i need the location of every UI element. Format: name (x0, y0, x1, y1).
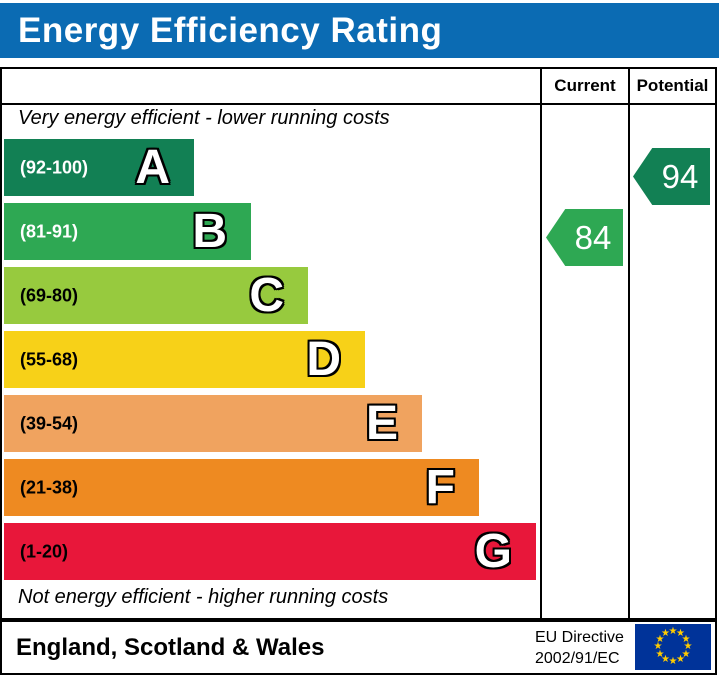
column-header-potential: Potential (636, 76, 709, 95)
column-header-current: Current (554, 76, 616, 95)
eu-directive-label: EU Directive 2002/91/EC (535, 627, 624, 669)
band-letter: D (306, 332, 341, 386)
band-g: (1-20) G (4, 523, 536, 580)
eu-flag-star: ★ (661, 653, 670, 665)
title-bar: Energy Efficiency Rating (0, 3, 719, 58)
current-rating-value: 84 (574, 219, 612, 256)
band-b: (81-91) B (4, 203, 251, 260)
top-note: Very energy efficient - lower running co… (18, 107, 390, 129)
band-c: (69-80) C (4, 267, 308, 324)
potential-column-divider (628, 69, 630, 618)
band-range-label: (21-38) (20, 477, 79, 497)
eu-flag-star: ★ (683, 641, 693, 652)
band-range-label: (55-68) (20, 349, 79, 369)
band-range-label: (81-91) (20, 221, 79, 241)
band-letter: F (425, 460, 455, 514)
eu-flag-star: ★ (655, 648, 665, 660)
band-range-label: (39-54) (20, 413, 79, 433)
bottom-note: Not energy efficient - higher running co… (18, 586, 389, 608)
band-d: (55-68) D (4, 331, 365, 388)
potential-rating-arrow: 94 (633, 148, 710, 205)
band-a: (92-100) A (4, 139, 194, 196)
eu-flag-star: ★ (655, 633, 665, 645)
band-letter: E (365, 396, 398, 450)
band-range-label: (92-100) (20, 157, 89, 177)
band-letter: C (249, 268, 284, 322)
band-range-label: (69-80) (20, 285, 79, 305)
footer: England, Scotland & Wales EU Directive 2… (0, 620, 717, 675)
band-letter: A (135, 140, 170, 194)
current-rating-arrow: 84 (546, 209, 623, 266)
band-letter: G (474, 524, 512, 578)
eu-flag-star: ★ (681, 648, 691, 660)
potential-rating-value: 94 (661, 158, 699, 195)
band-letter: B (192, 204, 227, 258)
eu-flag-icon: ★ ★ ★ ★ ★ ★ ★ ★ ★ ★ ★ ★ (635, 624, 711, 670)
band-range-label: (1-20) (20, 541, 69, 561)
eu-directive-line2: 2002/91/EC (535, 649, 620, 667)
eu-flag-star: ★ (676, 653, 685, 665)
rating-table: Current Potential Very energy efficient … (0, 67, 717, 620)
eu-flag-star: ★ (668, 626, 678, 637)
eu-flag-star: ★ (676, 628, 685, 639)
eu-flag-star: ★ (668, 656, 678, 667)
eu-flag-star: ★ (661, 628, 670, 639)
band-e: (39-54) E (4, 395, 422, 452)
page-title: Energy Efficiency Rating (18, 10, 443, 50)
band-f: (21-38) F (4, 459, 479, 516)
header-separator (2, 103, 715, 105)
region-label: England, Scotland & Wales (16, 633, 325, 661)
eu-directive-line1: EU Directive (535, 628, 624, 646)
current-column-divider (540, 69, 542, 618)
eu-flag-star: ★ (681, 633, 691, 645)
eu-flag-star: ★ (653, 641, 663, 652)
